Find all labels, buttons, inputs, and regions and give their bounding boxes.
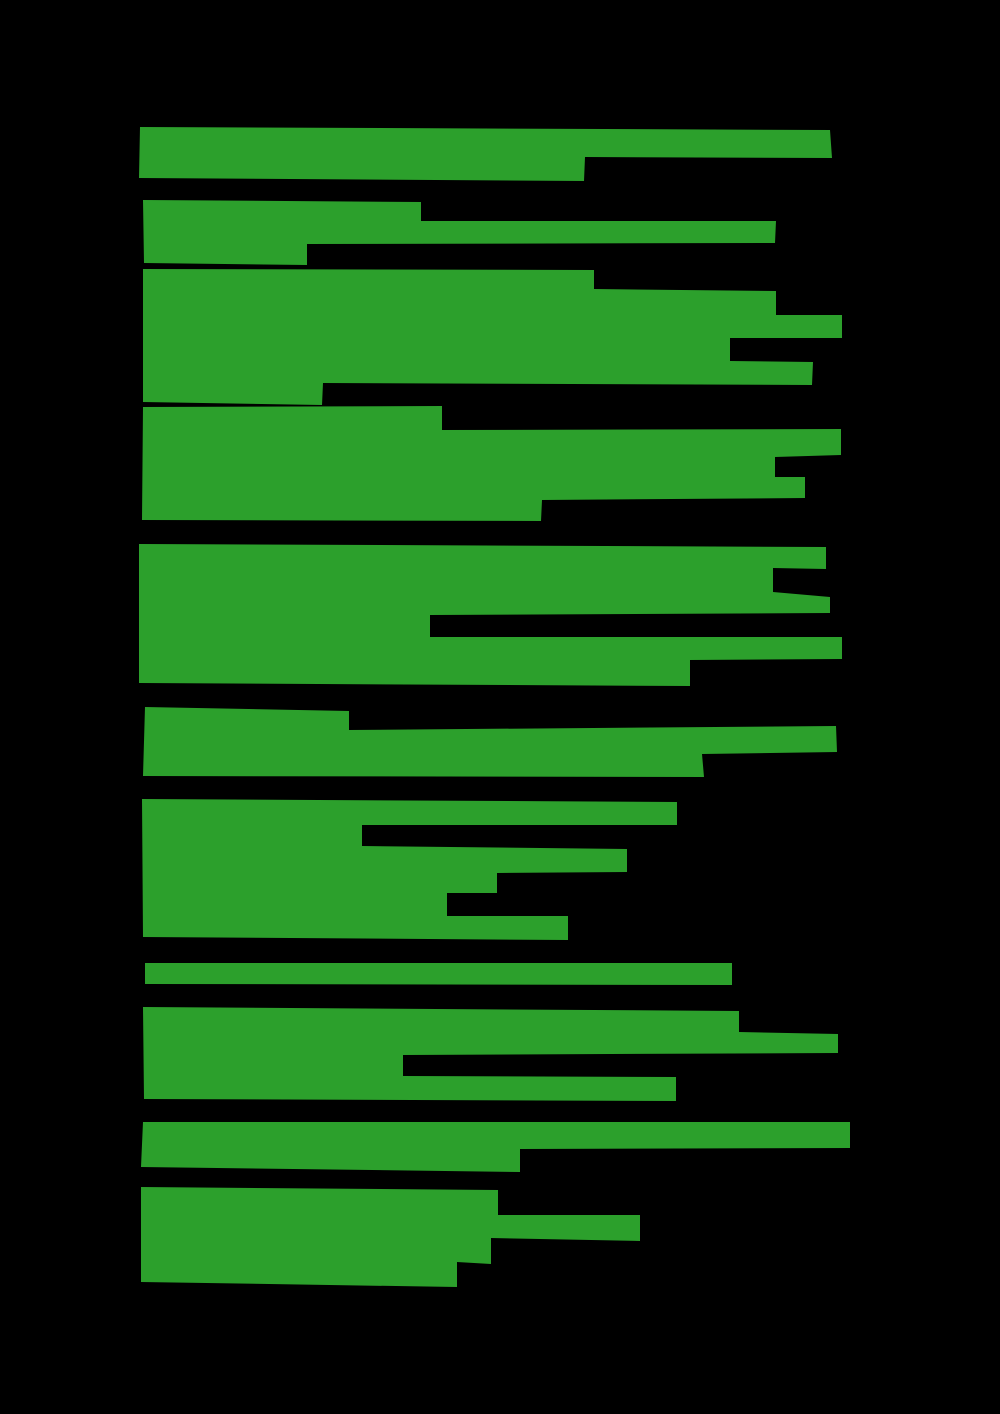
text-block-11 — [141, 1187, 640, 1287]
text-block-6 — [143, 707, 837, 777]
text-block-4 — [142, 406, 841, 521]
text-block-9 — [143, 1007, 838, 1101]
text-block-8 — [145, 963, 732, 985]
text-block-5 — [139, 544, 842, 686]
text-block-2 — [143, 200, 776, 265]
text-block-1 — [139, 127, 832, 181]
text-block-7 — [142, 799, 677, 940]
text-block-10 — [141, 1122, 850, 1172]
text-blocks — [139, 127, 850, 1287]
text-block-3 — [143, 269, 842, 405]
